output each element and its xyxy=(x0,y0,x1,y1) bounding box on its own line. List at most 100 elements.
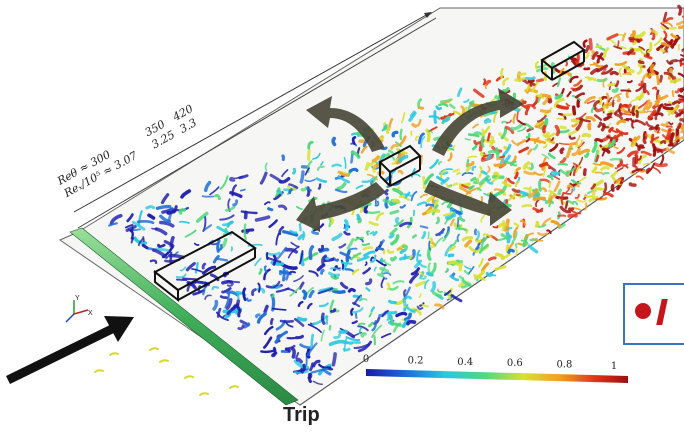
vortex-tube xyxy=(584,202,588,211)
vortex-tube xyxy=(310,367,326,374)
vortex-tube xyxy=(577,139,583,147)
vortex-tube xyxy=(556,77,562,88)
vortex-tube xyxy=(465,166,472,173)
vortex-tube xyxy=(518,146,529,154)
vortex-tube xyxy=(328,339,347,347)
vortex-tube xyxy=(388,299,397,305)
vortex-tube xyxy=(345,336,361,342)
vortex-tube xyxy=(152,248,169,259)
vortex-tube xyxy=(626,71,632,74)
vortex-tube xyxy=(130,237,135,244)
vortex-tube xyxy=(525,165,531,170)
vortex-tube xyxy=(575,53,580,67)
vortex-tube xyxy=(194,261,199,274)
vortex-tube xyxy=(476,177,479,183)
vortex-tube xyxy=(434,303,445,310)
vortex-tube xyxy=(204,294,212,300)
vortex-tube xyxy=(450,239,458,247)
vortex-tube xyxy=(209,186,220,196)
vortex-tube xyxy=(195,211,209,223)
vortex-tube xyxy=(192,289,205,296)
vortex-tube xyxy=(584,52,591,60)
vortex-tube xyxy=(506,119,512,124)
vortex-tube xyxy=(241,228,255,233)
vortex-tube xyxy=(229,177,236,182)
vortex-tube xyxy=(243,322,251,329)
vortex-tube xyxy=(426,195,434,203)
vortex-tube xyxy=(455,210,462,216)
vortex-tube xyxy=(547,152,556,160)
vortex-fragment xyxy=(109,352,119,356)
colorbar-tick-label: 0.8 xyxy=(556,360,572,371)
vortex-tube xyxy=(343,219,349,232)
vortex-tube xyxy=(637,59,645,65)
vortex-tube xyxy=(124,224,134,229)
vortex-tube xyxy=(631,119,635,129)
vortex-tube xyxy=(272,254,277,266)
vortex-fragment xyxy=(184,375,194,379)
vortex-tube xyxy=(404,191,411,199)
vortex-tube xyxy=(620,107,631,115)
vortex-tube xyxy=(343,230,351,236)
vortex-tube xyxy=(360,332,367,338)
vortex-tube xyxy=(298,223,302,232)
vortex-tube xyxy=(411,307,422,316)
vortex-tube xyxy=(677,94,684,100)
vortex-tube xyxy=(575,92,585,99)
vortex-tube xyxy=(229,191,243,198)
vortex-tube xyxy=(308,289,315,299)
vortex-tube xyxy=(652,86,658,91)
vortex-tube xyxy=(447,253,455,258)
vortex-tube xyxy=(481,125,491,137)
vortex-tube xyxy=(418,275,427,280)
vortex-tube xyxy=(485,153,492,161)
vortex-tube xyxy=(512,188,521,193)
colorbar-tick-label: 0.6 xyxy=(507,358,523,369)
vortex-tube xyxy=(569,75,579,83)
vortex-tube xyxy=(263,304,269,314)
vortex-tube xyxy=(411,234,417,239)
vortex-tube xyxy=(541,217,552,228)
trip-strip xyxy=(69,227,299,406)
vortex-tube xyxy=(606,102,613,109)
vortex-tube xyxy=(416,252,422,257)
vortex-tube xyxy=(224,312,232,319)
vortex-tube xyxy=(423,173,434,185)
vortex-tube xyxy=(366,230,370,236)
vortex-tube xyxy=(627,150,639,158)
vortex-tube xyxy=(557,162,568,166)
vortex-tube xyxy=(643,89,650,96)
vortex-tube xyxy=(536,67,548,73)
vortex-tube xyxy=(587,122,592,131)
vortex-tube xyxy=(429,159,439,169)
vortex-tube xyxy=(337,175,351,184)
vortex-tube xyxy=(287,246,300,259)
vortex-tube xyxy=(271,293,275,298)
vortex-tube xyxy=(482,233,493,239)
vortex-tube xyxy=(136,220,155,225)
colorbar: 0 0.2 0.4 0.6 0.8 1 xyxy=(363,354,628,383)
vortex-tube xyxy=(355,184,364,190)
vortex-tube xyxy=(539,109,552,114)
vortex-tube xyxy=(611,87,619,93)
vortex-tube xyxy=(495,147,500,159)
vortex-tube xyxy=(565,166,577,174)
vortex-tube xyxy=(525,133,531,139)
vortex-tube xyxy=(439,169,447,179)
vortex-tube xyxy=(609,70,619,76)
vortex-tube xyxy=(562,191,572,195)
vortex-tube xyxy=(147,213,156,220)
vortex-tube xyxy=(602,171,610,176)
vortex-tube xyxy=(351,268,360,276)
vortex-tube xyxy=(242,287,247,302)
vortex-tube xyxy=(362,246,374,251)
vortex-tube xyxy=(671,89,675,98)
vortex-tube xyxy=(358,298,368,302)
vortex-tube xyxy=(421,303,429,308)
vortex-tube xyxy=(350,307,354,316)
vortex-tube xyxy=(294,334,304,340)
vortex-tube xyxy=(666,147,676,155)
vortex-tube xyxy=(263,336,273,349)
vortex-tube xyxy=(357,340,372,353)
vortex-tube xyxy=(345,249,351,262)
